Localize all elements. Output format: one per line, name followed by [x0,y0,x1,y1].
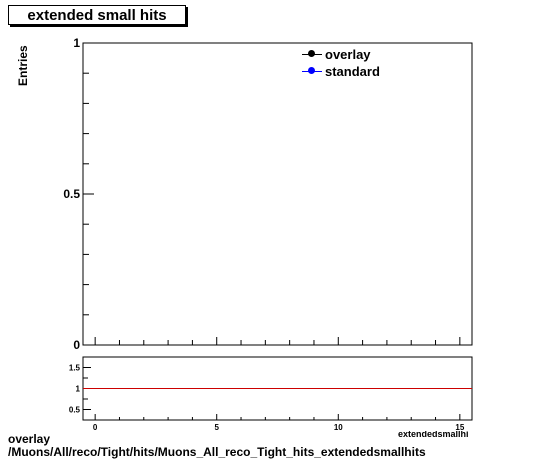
ratio-y-tick-label: 1 [76,385,81,394]
x-tick-label: 5 [214,423,219,432]
ratio-y-tick-label: 1.5 [69,364,81,373]
legend-entry-standard: standard [302,63,380,80]
histogram-title: extended small hits [27,7,167,24]
legend-label-overlay: overlay [325,47,371,62]
y-tick-label: 1 [73,36,80,50]
legend: overlay standard [302,46,380,80]
footer-line-1: overlay [8,432,51,446]
footer-caption: overlay /Muons/All/reco/Tight/hits/Muons… [8,433,426,459]
x-tick-label: 0 [93,423,98,432]
y-tick-label: 0 [73,338,80,352]
x-tick-label: 15 [455,423,464,432]
x-axis-label-partial: extendedsmallhits [398,431,468,437]
x-tick-label: 10 [334,423,343,432]
y-tick-label: 0.5 [63,187,80,201]
footer-line-2: /Muons/All/reco/Tight/hits/Muons_All_rec… [8,445,426,459]
legend-marker-overlay [308,50,315,57]
legend-label-standard: standard [325,64,380,79]
main-plot-frame [82,42,473,346]
y-axis-label: Entries [16,45,30,86]
ratio-y-tick-label: 0.5 [69,406,81,415]
legend-marker-standard [308,67,315,74]
legend-entry-overlay: overlay [302,46,380,63]
histogram-title-box: extended small hits [8,5,186,25]
